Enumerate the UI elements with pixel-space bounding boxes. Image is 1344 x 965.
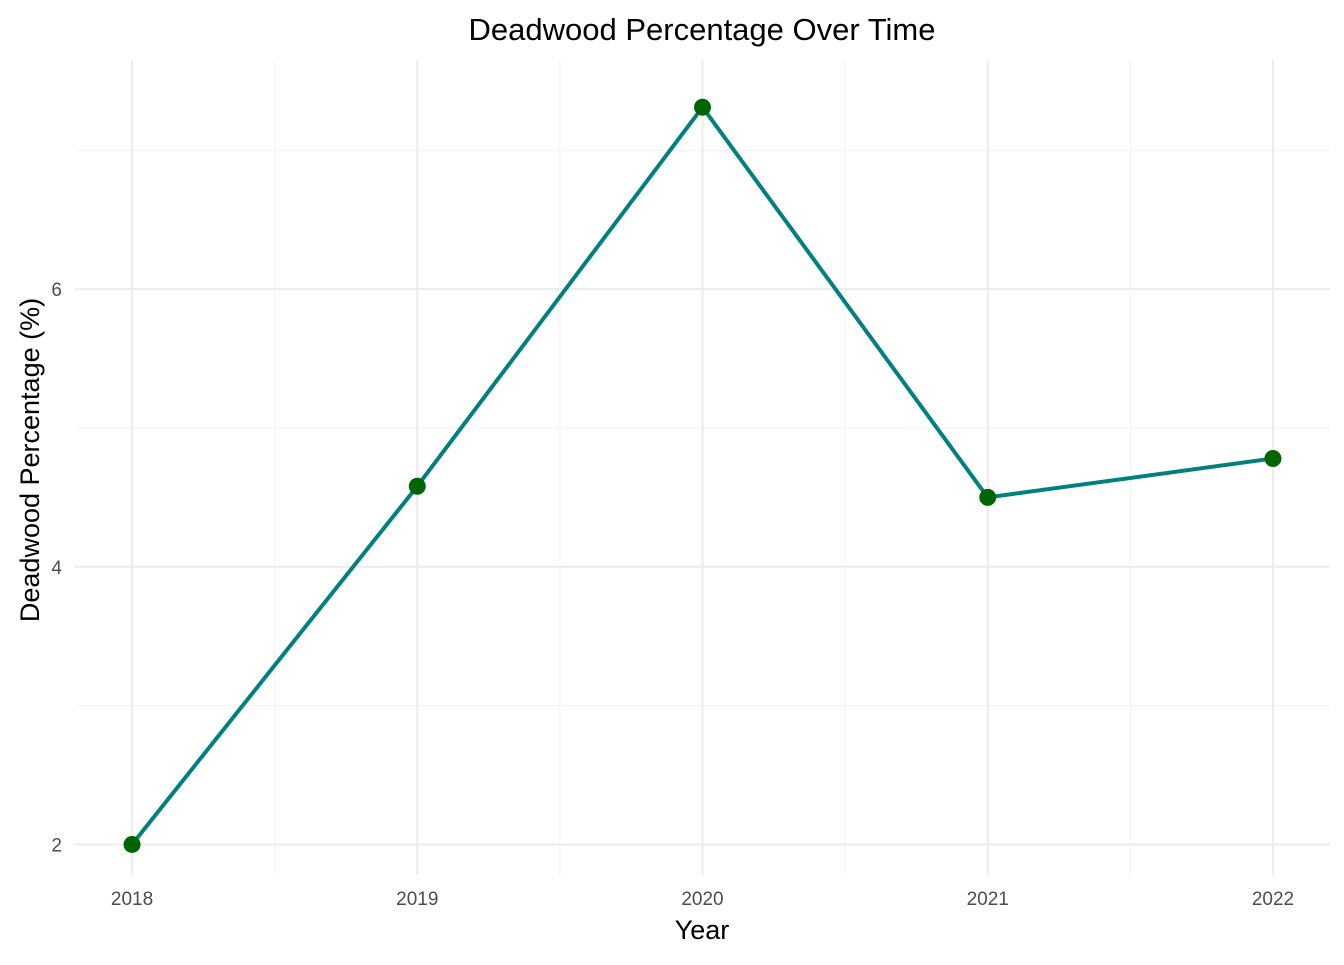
x-tick-label: 2020: [681, 889, 723, 910]
series-layer: [123, 98, 1282, 853]
x-tick-label: 2021: [967, 889, 1009, 910]
x-axis-title: Year: [675, 915, 730, 945]
tick-labels: 2 4 6 2018 2019 2020 2021 2022: [51, 280, 1294, 910]
grid-layer: [75, 60, 1330, 875]
x-tick-label: 2018: [111, 889, 153, 910]
y-tick-label: 2: [51, 835, 62, 856]
y-tick-label: 6: [51, 280, 62, 301]
y-axis-title: Deadwood Percentage (%): [15, 298, 45, 622]
x-tick-label: 2022: [1252, 889, 1294, 910]
data-point: [979, 488, 997, 506]
y-tick-label: 4: [51, 558, 62, 579]
data-point: [694, 98, 711, 116]
data-point: [123, 835, 141, 853]
chart-title: Deadwood Percentage Over Time: [469, 12, 936, 47]
data-point: [408, 477, 426, 495]
x-tick-label: 2019: [396, 889, 438, 910]
data-point: [1264, 449, 1282, 467]
